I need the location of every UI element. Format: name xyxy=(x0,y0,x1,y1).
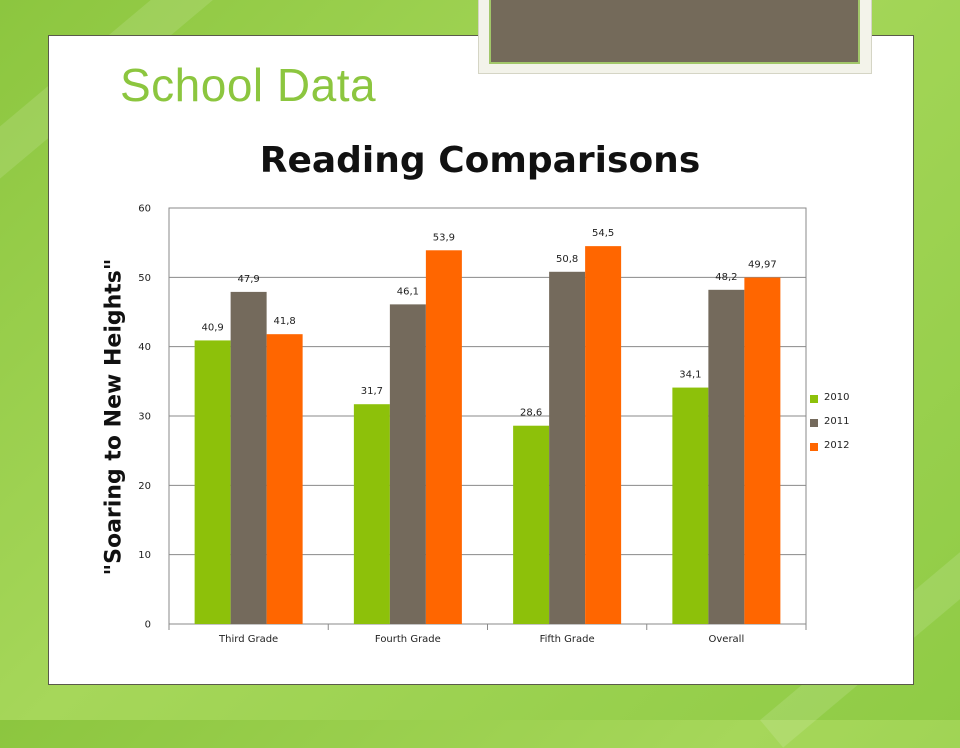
bar xyxy=(425,250,462,624)
data-label: 40,9 xyxy=(201,322,223,333)
y-tick-label: 40 xyxy=(138,342,151,353)
x-tick-label: Overall xyxy=(709,634,745,645)
decorative-frame-inner xyxy=(489,0,860,64)
x-tick-label: Third Grade xyxy=(218,634,278,645)
bar xyxy=(672,387,709,624)
bar xyxy=(353,404,390,624)
bar xyxy=(266,334,303,624)
x-tick-label: Fourth Grade xyxy=(375,634,441,645)
bar-chart: 0 10 20 30 40 50 60 40,9 47,9 41,8 Third Grade 31,7… xyxy=(138,204,807,645)
data-label: 50,8 xyxy=(556,254,578,265)
legend-swatch xyxy=(810,443,818,451)
y-tick-label: 0 xyxy=(145,620,151,631)
bar xyxy=(549,271,586,624)
y-tick-label: 30 xyxy=(138,412,151,423)
bar xyxy=(389,304,426,624)
data-label: 53,9 xyxy=(433,232,455,243)
y-tick-label: 60 xyxy=(138,204,151,215)
y-tick-label: 20 xyxy=(138,481,151,492)
data-label: 47,9 xyxy=(237,274,259,285)
bar xyxy=(708,289,745,624)
data-label: 31,7 xyxy=(361,386,383,397)
data-label: 41,8 xyxy=(273,316,295,327)
bar xyxy=(585,246,622,624)
data-label: 28,6 xyxy=(520,408,542,419)
chart-title: Reading Comparisons xyxy=(259,140,701,181)
bar xyxy=(744,277,781,624)
legend-swatch xyxy=(810,419,818,427)
data-label: 34,1 xyxy=(679,370,701,381)
legend-swatch xyxy=(810,395,818,403)
legend-label: 2010 xyxy=(824,392,850,403)
bar xyxy=(513,425,550,624)
y-tick-label: 10 xyxy=(138,550,151,561)
data-label: 46,1 xyxy=(397,286,419,297)
x-tick-label: Fifth Grade xyxy=(540,634,595,645)
legend-label: 2012 xyxy=(824,440,850,451)
legend-label: 2011 xyxy=(824,416,850,427)
data-label: 48,2 xyxy=(715,272,737,283)
y-tick-label: 50 xyxy=(138,273,151,284)
data-label: 54,5 xyxy=(592,228,614,239)
bar xyxy=(230,291,267,624)
slide-title: School Data xyxy=(120,59,377,111)
bar xyxy=(194,340,231,624)
data-label: 49,97 xyxy=(748,260,777,271)
